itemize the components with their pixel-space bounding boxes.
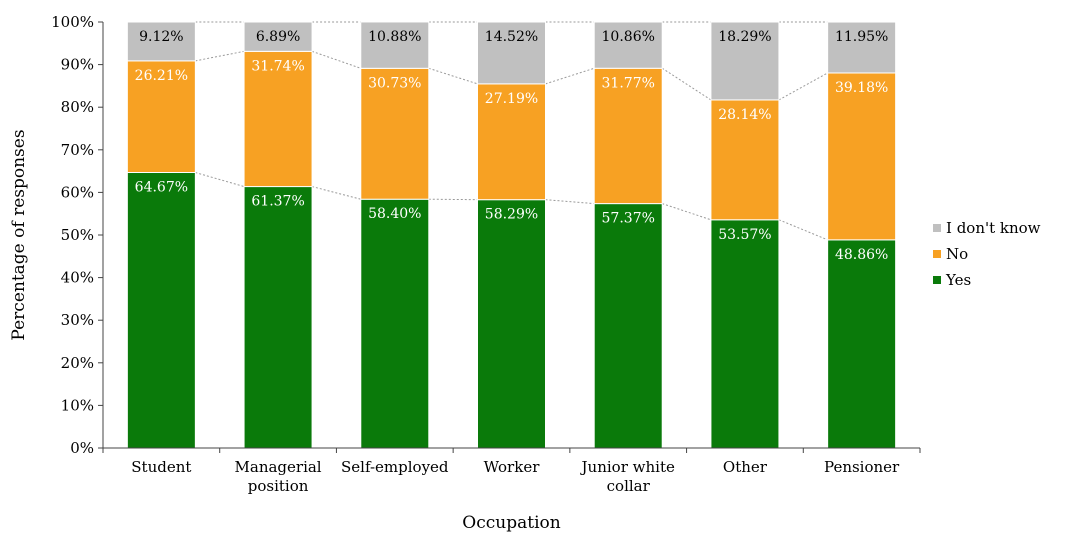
data-label-yes: 53.57% xyxy=(718,227,771,243)
bar-segment-no xyxy=(360,67,430,200)
data-label-i-don-t-know: 10.86% xyxy=(602,29,655,45)
bar-segment-yes xyxy=(243,186,313,449)
x-axis-title: Occupation xyxy=(462,513,560,533)
x-category-label: Student xyxy=(131,458,191,476)
x-category-label-line: Student xyxy=(131,458,191,476)
x-category-label: Other xyxy=(723,458,768,476)
data-label-no: 39.18% xyxy=(835,80,888,96)
bar-segment-no xyxy=(827,72,897,241)
series-connector-line xyxy=(778,219,828,241)
x-category-label-line: Junior white xyxy=(580,458,675,476)
x-category-label-line: Other xyxy=(723,458,768,476)
data-label-yes: 57.37% xyxy=(602,211,655,227)
bar-segment-yes xyxy=(360,198,430,449)
bar-segment-i-don-t-know xyxy=(710,21,780,101)
bar-segment-yes xyxy=(710,219,780,449)
bar-segment-i-don-t-know xyxy=(360,21,430,69)
data-label-i-don-t-know: 6.89% xyxy=(256,29,300,45)
bar-segment-i-don-t-know xyxy=(827,21,897,74)
bar-segment-no xyxy=(593,67,663,205)
y-ticks: 0% 10% 20% 30% 40% 50% 60% 70% 80% 90% 100% xyxy=(51,13,103,457)
data-label-no: 27.19% xyxy=(485,91,538,107)
data-label-yes: 58.29% xyxy=(485,207,538,223)
y-tick-label: 40% xyxy=(61,269,94,287)
x-category-label-line: Managerial xyxy=(235,458,322,476)
bar-segment-no xyxy=(477,83,546,201)
y-tick-label: 80% xyxy=(61,98,94,116)
data-label-no: 30.73% xyxy=(368,75,421,91)
x-category-label: Self-employed xyxy=(341,458,449,476)
data-label-i-don-t-know: 11.95% xyxy=(835,29,888,45)
y-tick-label: 100% xyxy=(51,13,94,31)
series-connector-line xyxy=(311,50,361,69)
y-tick-label: 0% xyxy=(70,439,94,457)
data-label-yes: 61.37% xyxy=(251,194,304,210)
legend-label-i-don-t-know: I don't know xyxy=(946,219,1041,237)
x-category-label-line: Worker xyxy=(484,458,541,476)
series-connector-line xyxy=(195,172,245,188)
data-label-i-don-t-know: 9.12% xyxy=(139,29,183,45)
bar-segment-i-don-t-know xyxy=(477,21,546,85)
y-tick-label: 90% xyxy=(61,56,94,74)
data-label-yes: 48.86% xyxy=(835,247,888,263)
y-tick-label: 50% xyxy=(61,226,94,244)
legend-swatch-i-don-t-know xyxy=(933,224,941,232)
series-connector-line xyxy=(545,67,595,85)
y-tick-label: 20% xyxy=(61,354,94,372)
legend-swatch-no xyxy=(933,250,941,258)
bar-segment-no xyxy=(126,60,196,174)
x-category-label-line: collar xyxy=(607,477,651,495)
data-label-no: 31.74% xyxy=(251,58,304,74)
x-category-label: Worker xyxy=(484,458,541,476)
data-label-no: 28.14% xyxy=(718,107,771,123)
series-connector-line xyxy=(661,67,712,101)
y-tick-label: 10% xyxy=(61,396,94,414)
data-label-yes: 58.40% xyxy=(368,206,421,222)
series-connector-line xyxy=(778,72,828,101)
bars-layer xyxy=(126,21,897,449)
data-label-no: 26.21% xyxy=(135,68,188,84)
y-tick-label: 30% xyxy=(61,311,94,329)
y-axis-title: Percentage of responses xyxy=(9,129,29,340)
bar-segment-i-don-t-know xyxy=(243,21,313,52)
bar-segment-no xyxy=(710,99,780,221)
bar-segment-yes xyxy=(477,199,546,449)
bar-segment-i-don-t-know xyxy=(126,21,196,62)
x-category-label: Pensioner xyxy=(824,458,900,476)
legend: I don't know No Yes xyxy=(933,219,1041,289)
data-label-no: 31.77% xyxy=(602,75,655,91)
series-connector-line xyxy=(195,50,245,62)
legend-label-no: No xyxy=(946,245,968,263)
series-connector-line xyxy=(545,199,595,205)
x-category-label: Managerial position xyxy=(235,458,322,495)
axis-layer: 0% 10% 20% 30% 40% 50% 60% 70% 80% 90% 100% Studen… xyxy=(51,13,921,495)
data-label-i-don-t-know: 18.29% xyxy=(718,29,771,45)
bar-segment-yes xyxy=(593,203,663,449)
series-connector-line xyxy=(311,186,361,200)
bar-segment-i-don-t-know xyxy=(593,21,663,69)
data-label-yes: 64.67% xyxy=(135,180,188,196)
x-category-label-line: Pensioner xyxy=(824,458,900,476)
series-connector-line xyxy=(662,203,712,221)
x-category-label-line: position xyxy=(248,477,309,495)
y-tick-label: 60% xyxy=(61,183,94,201)
data-label-i-don-t-know: 14.52% xyxy=(485,29,538,45)
x-category-label-line: Self-employed xyxy=(341,458,449,476)
x-category-label: Junior white collar xyxy=(580,458,675,495)
data-label-i-don-t-know: 10.88% xyxy=(368,29,421,45)
legend-label-yes: Yes xyxy=(945,271,971,289)
bar-segment-yes xyxy=(827,239,897,449)
bar-segment-no xyxy=(243,50,313,188)
x-category-labels: Student Managerial position Self-employed Wo… xyxy=(102,448,921,495)
bar-segment-yes xyxy=(126,172,196,449)
legend-swatch-yes xyxy=(933,276,941,284)
y-tick-label: 70% xyxy=(61,141,94,159)
series-connector-line xyxy=(428,67,478,85)
data-labels-layer: 64.67% 61.37% 58.40% 58.29% 57.37% 53.57% 48.8… xyxy=(135,29,889,263)
series-lines-layer xyxy=(195,21,828,241)
